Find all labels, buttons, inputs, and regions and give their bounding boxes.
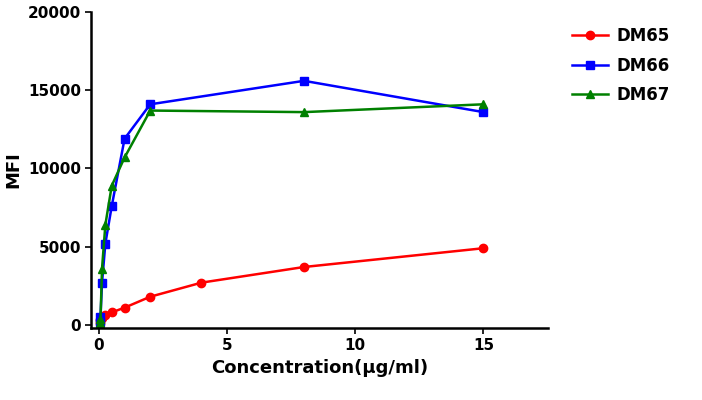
DM67: [107, 183, 116, 188]
DM67: [120, 155, 128, 160]
DM65: [101, 313, 110, 318]
DM66: [101, 241, 110, 246]
X-axis label: Concentration(μg/ml): Concentration(μg/ml): [211, 359, 428, 377]
DM65: [479, 246, 488, 251]
DM67: [95, 321, 104, 326]
Line: DM66: DM66: [95, 77, 488, 326]
Legend: DM65, DM66, DM67: DM65, DM66, DM67: [565, 20, 677, 111]
DM66: [107, 204, 116, 208]
DM66: [479, 110, 488, 114]
DM66: [146, 102, 154, 107]
DM65: [95, 320, 104, 325]
Y-axis label: MFI: MFI: [4, 152, 22, 188]
DM65: [96, 318, 105, 322]
DM65: [107, 310, 116, 315]
DM67: [98, 266, 106, 271]
Line: DM65: DM65: [95, 244, 488, 327]
DM67: [101, 222, 110, 227]
DM67: [146, 108, 154, 113]
DM66: [120, 136, 128, 141]
DM67: [479, 102, 488, 107]
DM65: [300, 264, 308, 269]
DM67: [96, 317, 105, 322]
DM66: [300, 78, 308, 83]
DM65: [98, 316, 106, 320]
DM65: [120, 305, 128, 310]
DM65: [197, 280, 206, 285]
Line: DM67: DM67: [95, 100, 488, 328]
DM67: [300, 110, 308, 114]
DM66: [98, 280, 106, 285]
DM65: [146, 294, 154, 299]
DM66: [95, 319, 104, 324]
DM66: [96, 315, 105, 320]
